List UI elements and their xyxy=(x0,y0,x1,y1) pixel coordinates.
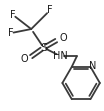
Text: F: F xyxy=(47,5,53,15)
Text: HN: HN xyxy=(53,51,68,61)
Text: N: N xyxy=(89,61,96,71)
Text: F: F xyxy=(8,28,13,38)
Text: F: F xyxy=(10,10,15,20)
Text: O: O xyxy=(20,54,28,64)
Text: O: O xyxy=(60,33,67,43)
Text: S: S xyxy=(40,43,47,53)
